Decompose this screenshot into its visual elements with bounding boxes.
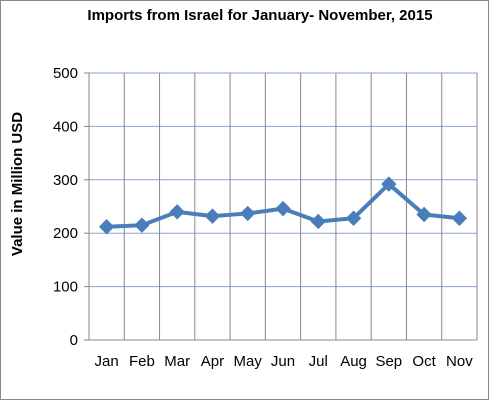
- data-point-marker: [451, 210, 468, 226]
- x-tick-label: Apr: [201, 353, 224, 370]
- data-point-marker: [275, 200, 291, 217]
- data-point-marker: [204, 208, 221, 224]
- data-point-marker: [98, 219, 115, 235]
- axes: [84, 72, 477, 341]
- data-point-marker: [240, 205, 256, 222]
- y-tick-label: 0: [70, 332, 78, 349]
- x-tick-label: Sep: [375, 353, 402, 370]
- series-layer: [98, 176, 468, 235]
- tick-labels: 0 100 200 300 400 500 Jan Feb Mar Apr May Jun Jul Aug…: [53, 65, 473, 370]
- x-tick-label: Feb: [129, 353, 155, 370]
- x-tick-label: Aug: [340, 353, 367, 370]
- x-tick-label: Oct: [412, 353, 436, 370]
- data-point-marker: [416, 206, 432, 223]
- y-tick-label: 200: [53, 225, 78, 242]
- gridlines: [89, 72, 478, 340]
- x-tick-label: May: [234, 353, 263, 370]
- x-tick-label: Jan: [95, 353, 119, 370]
- y-axis-label: Value in Million USD: [9, 112, 26, 256]
- x-tick-label: Jul: [309, 353, 328, 370]
- data-point-marker: [310, 213, 326, 230]
- x-tick-label: Jun: [271, 353, 295, 370]
- x-tick-label: Nov: [446, 353, 473, 370]
- data-point-marker: [169, 204, 185, 220]
- y-tick-label: 300: [53, 172, 78, 189]
- data-point-marker: [345, 210, 362, 226]
- chart-title: Imports from Israel for January- Novembe…: [87, 7, 433, 24]
- y-tick-label: 400: [53, 118, 78, 135]
- y-tick-label: 500: [53, 65, 78, 82]
- data-point-marker: [381, 176, 397, 192]
- data-point-marker: [134, 217, 150, 233]
- y-tick-label: 100: [53, 279, 78, 296]
- x-tick-label: Mar: [164, 353, 190, 370]
